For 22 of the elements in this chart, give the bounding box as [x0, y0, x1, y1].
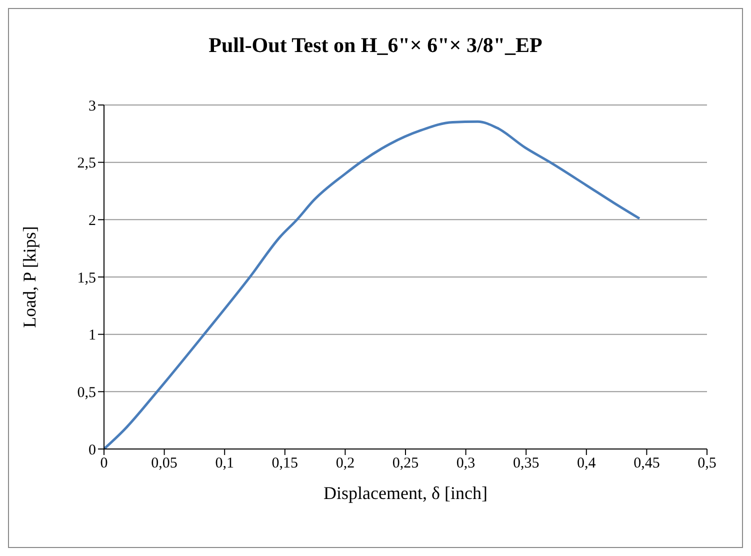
x-tick-label: 0,25	[392, 456, 419, 472]
x-tick-label: 0	[100, 456, 108, 472]
x-tick-label: 0,05	[151, 456, 178, 472]
y-tick-label: 0	[88, 442, 96, 458]
y-tick-label: 1,5	[77, 270, 96, 286]
y-tick-label: 3	[88, 98, 96, 114]
x-tick-label: 0,3	[456, 456, 476, 472]
y-axis-title: Load, P [kips]	[19, 226, 40, 328]
x-tick-label: 0,1	[215, 456, 234, 472]
y-tick-label: 0,5	[77, 384, 96, 401]
x-tick-label: 0,15	[272, 456, 298, 472]
y-tick-label: 2	[88, 212, 96, 229]
x-tick-label: 0,2	[336, 456, 355, 472]
x-tick-label: 0,45	[634, 456, 660, 472]
x-tick-label: 0,4	[577, 456, 596, 472]
line-series	[104, 120, 641, 449]
chart-title: Pull-Out Test on H_6"× 6"× 3/8"_EP	[208, 33, 544, 58]
y-tick-label: 2,5	[77, 156, 96, 172]
x-axis-title: Displacement, δ [inch]	[324, 483, 488, 503]
x-tick-label: 0,35	[512, 456, 540, 472]
x-tick-label: 0,5	[698, 456, 716, 472]
y-tick-label: 1	[88, 328, 96, 344]
